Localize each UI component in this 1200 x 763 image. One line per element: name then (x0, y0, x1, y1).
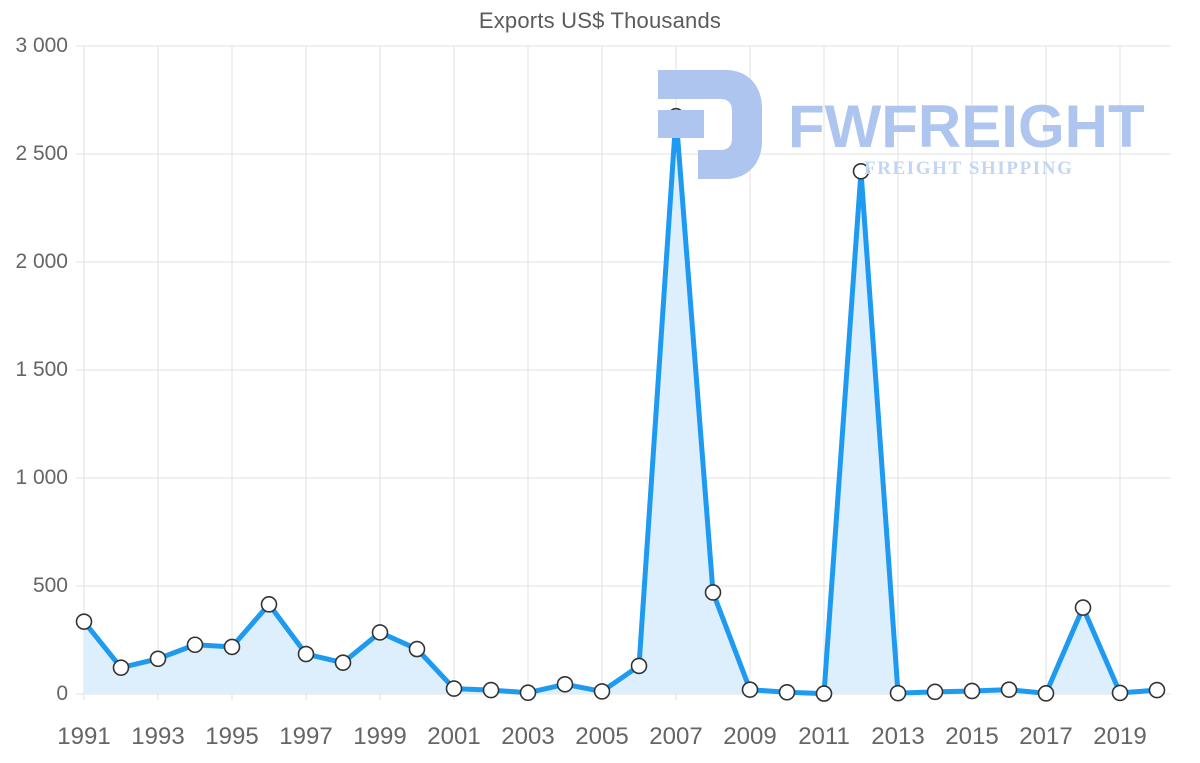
x-axis-tick-label: 1997 (279, 723, 333, 750)
x-axis-tick-label: 2005 (575, 723, 629, 750)
y-axis-tick-label: 1 500 (15, 358, 68, 381)
data-point-marker[interactable] (556, 675, 574, 693)
y-axis-tick-label: 2 000 (15, 250, 68, 273)
data-point-marker[interactable] (889, 684, 907, 702)
data-point-marker[interactable] (149, 650, 167, 668)
y-axis-tick-label: 500 (32, 574, 68, 597)
x-axis-tick-label: 2019 (1093, 723, 1147, 750)
x-axis-tick-label: 2001 (427, 723, 481, 750)
data-point-marker[interactable] (852, 162, 870, 180)
x-axis-tick-label: 2017 (1019, 723, 1073, 750)
x-axis-tick-label: 1999 (353, 723, 407, 750)
data-point-marker[interactable] (408, 640, 426, 658)
x-axis-tick-label: 1995 (205, 723, 259, 750)
x-axis-tick-label: 2011 (798, 723, 850, 750)
data-point-marker[interactable] (260, 596, 278, 613)
data-point-marker[interactable] (741, 681, 759, 698)
data-point-marker[interactable] (1037, 685, 1055, 702)
x-axis-tick-label: 2009 (723, 723, 777, 750)
y-axis-tick-label: 1 000 (15, 466, 68, 489)
grid-lines (76, 45, 1171, 700)
data-point-marker[interactable] (1074, 599, 1092, 616)
data-point-marker[interactable] (1148, 681, 1166, 699)
x-axis-tick-label: 2007 (649, 723, 703, 750)
data-point-marker[interactable] (112, 659, 130, 676)
data-point-marker[interactable] (926, 683, 944, 701)
y-axis-tick-label: 3 000 (15, 34, 68, 57)
y-axis-tick-label: 2 500 (15, 142, 68, 165)
x-axis-tick-label: 1993 (131, 723, 185, 750)
data-point-marker[interactable] (630, 657, 648, 675)
data-point-marker[interactable] (482, 681, 500, 699)
data-point-marker[interactable] (778, 683, 796, 701)
data-point-marker[interactable] (593, 683, 611, 700)
data-point-marker[interactable] (334, 654, 352, 671)
data-point-marker[interactable] (963, 682, 981, 700)
data-point-marker[interactable] (1000, 681, 1018, 698)
x-axis-tick-label: 2015 (945, 723, 999, 750)
data-point-marker[interactable] (297, 645, 315, 663)
data-point-marker[interactable] (704, 584, 722, 601)
data-point-marker[interactable] (223, 638, 241, 656)
data-point-marker[interactable] (186, 636, 204, 654)
data-point-marker[interactable] (75, 613, 93, 630)
data-point-marker[interactable] (815, 685, 833, 702)
chart-title: Exports US$ Thousands (478, 8, 722, 33)
data-point-marker[interactable] (445, 680, 463, 697)
y-axis-tick-label: 0 (56, 682, 68, 705)
x-axis-tick-label: 1991 (57, 723, 111, 750)
data-point-marker[interactable] (371, 624, 389, 641)
data-point-marker[interactable] (1111, 684, 1129, 702)
x-axis-tick-label: 2013 (871, 723, 925, 750)
data-point-marker[interactable] (519, 684, 537, 702)
x-axis-tick-label: 2003 (501, 723, 555, 750)
